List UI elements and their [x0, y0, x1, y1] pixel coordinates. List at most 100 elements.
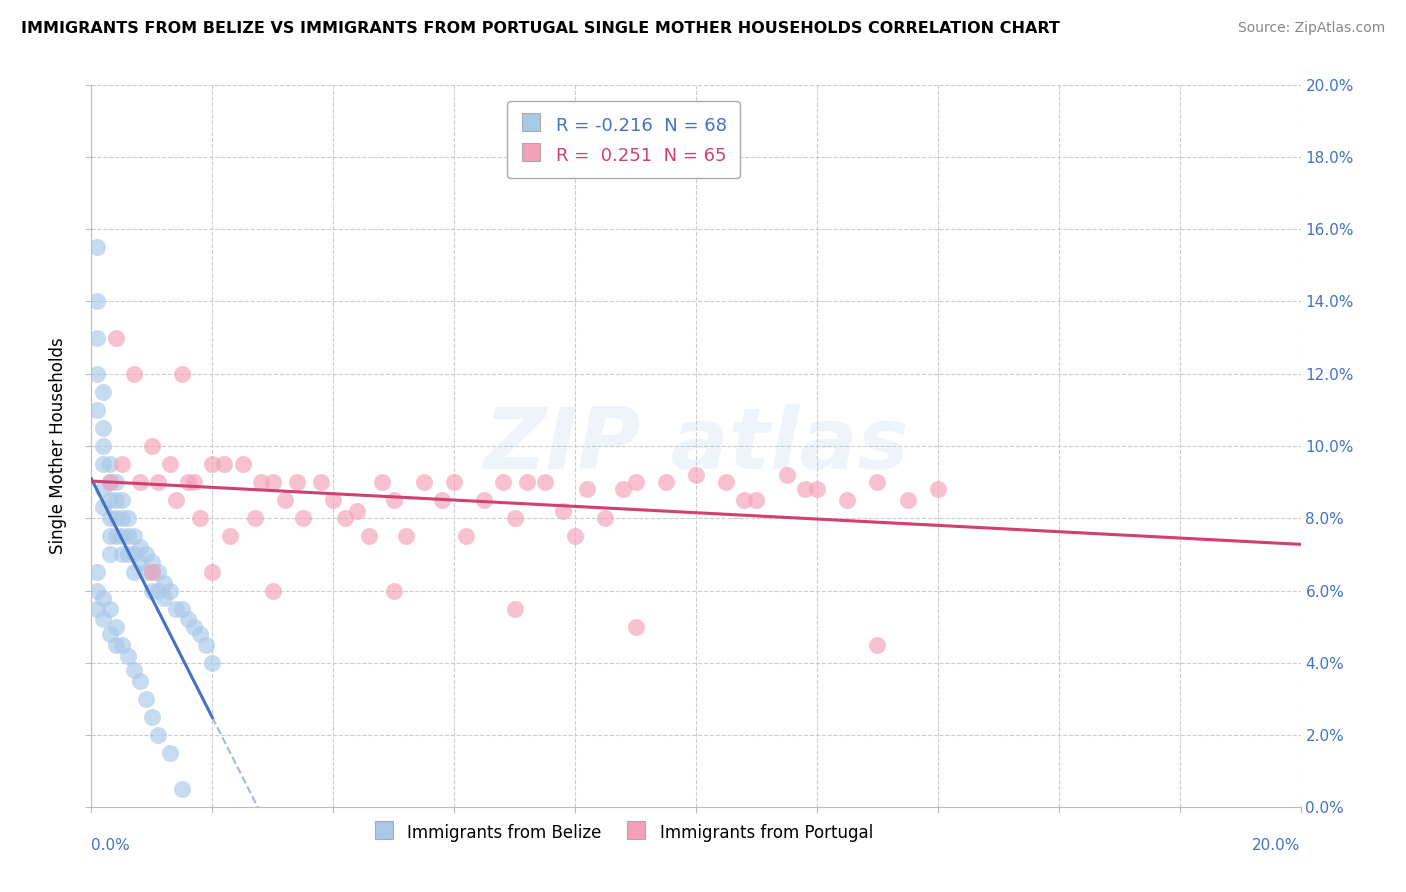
Point — [533, 475, 555, 490]
Point — [335, 511, 357, 525]
Text: 20.0%: 20.0% — [1253, 838, 1301, 853]
Point — [146, 475, 169, 490]
Point — [104, 529, 127, 543]
Point — [262, 475, 284, 490]
Point — [346, 504, 368, 518]
Point — [472, 493, 495, 508]
Point — [793, 483, 815, 497]
Point — [93, 591, 115, 605]
Point — [733, 493, 755, 508]
Point — [359, 529, 381, 543]
Text: ZIP atlas: ZIP atlas — [484, 404, 908, 488]
Point — [93, 612, 115, 626]
Point — [93, 439, 115, 453]
Point — [86, 367, 108, 381]
Point — [128, 673, 150, 688]
Point — [927, 483, 949, 497]
Point — [576, 483, 599, 497]
Point — [141, 555, 163, 569]
Point — [93, 421, 115, 435]
Point — [201, 566, 224, 580]
Point — [503, 511, 526, 525]
Point — [98, 493, 121, 508]
Point — [382, 493, 405, 508]
Point — [141, 710, 163, 724]
Point — [172, 367, 194, 381]
Point — [98, 529, 121, 543]
Text: 0.0%: 0.0% — [91, 838, 131, 853]
Point — [654, 475, 676, 490]
Point — [183, 475, 205, 490]
Point — [382, 583, 405, 598]
Point — [214, 457, 236, 471]
Point — [177, 612, 200, 626]
Point — [177, 475, 200, 490]
Point — [146, 728, 169, 742]
Point — [98, 548, 121, 562]
Point — [111, 493, 132, 508]
Point — [135, 692, 157, 706]
Point — [104, 331, 127, 345]
Point — [111, 638, 132, 652]
Point — [98, 511, 121, 525]
Point — [714, 475, 737, 490]
Point — [624, 475, 647, 490]
Point — [141, 566, 163, 580]
Point — [491, 475, 513, 490]
Point — [430, 493, 453, 508]
Point — [104, 619, 127, 633]
Point — [146, 583, 169, 598]
Point — [86, 583, 108, 598]
Point — [122, 529, 145, 543]
Point — [86, 601, 108, 615]
Point — [117, 648, 139, 663]
Point — [866, 475, 889, 490]
Point — [141, 583, 163, 598]
Point — [370, 475, 392, 490]
Point — [86, 240, 108, 254]
Point — [443, 475, 465, 490]
Point — [195, 638, 218, 652]
Point — [122, 566, 145, 580]
Point — [897, 493, 920, 508]
Point — [564, 529, 586, 543]
Point — [159, 583, 181, 598]
Text: Source: ZipAtlas.com: Source: ZipAtlas.com — [1237, 21, 1385, 35]
Point — [309, 475, 332, 490]
Point — [243, 511, 266, 525]
Point — [219, 529, 242, 543]
Point — [86, 403, 108, 417]
Point — [98, 475, 121, 490]
Point — [516, 475, 538, 490]
Point — [104, 511, 127, 525]
Point — [188, 627, 211, 641]
Point — [322, 493, 344, 508]
Text: IMMIGRANTS FROM BELIZE VS IMMIGRANTS FROM PORTUGAL SINGLE MOTHER HOUSEHOLDS CORR: IMMIGRANTS FROM BELIZE VS IMMIGRANTS FRO… — [21, 21, 1060, 36]
Point — [153, 576, 176, 591]
Point — [104, 638, 127, 652]
Point — [93, 457, 115, 471]
Point — [551, 504, 574, 518]
Point — [111, 529, 132, 543]
Point — [104, 475, 127, 490]
Point — [98, 457, 121, 471]
Point — [98, 627, 121, 641]
Point — [104, 493, 127, 508]
Point — [135, 566, 157, 580]
Point — [135, 548, 157, 562]
Point — [128, 540, 150, 554]
Point — [98, 601, 121, 615]
Point — [201, 457, 224, 471]
Point — [249, 475, 271, 490]
Point — [111, 457, 132, 471]
Point — [141, 439, 163, 453]
Point — [86, 566, 108, 580]
Point — [285, 475, 308, 490]
Point — [165, 601, 187, 615]
Point — [274, 493, 297, 508]
Point — [86, 331, 108, 345]
Point — [111, 548, 132, 562]
Point — [93, 500, 115, 515]
Point — [612, 483, 634, 497]
Legend: Immigrants from Belize, Immigrants from Portugal: Immigrants from Belize, Immigrants from … — [367, 816, 880, 849]
